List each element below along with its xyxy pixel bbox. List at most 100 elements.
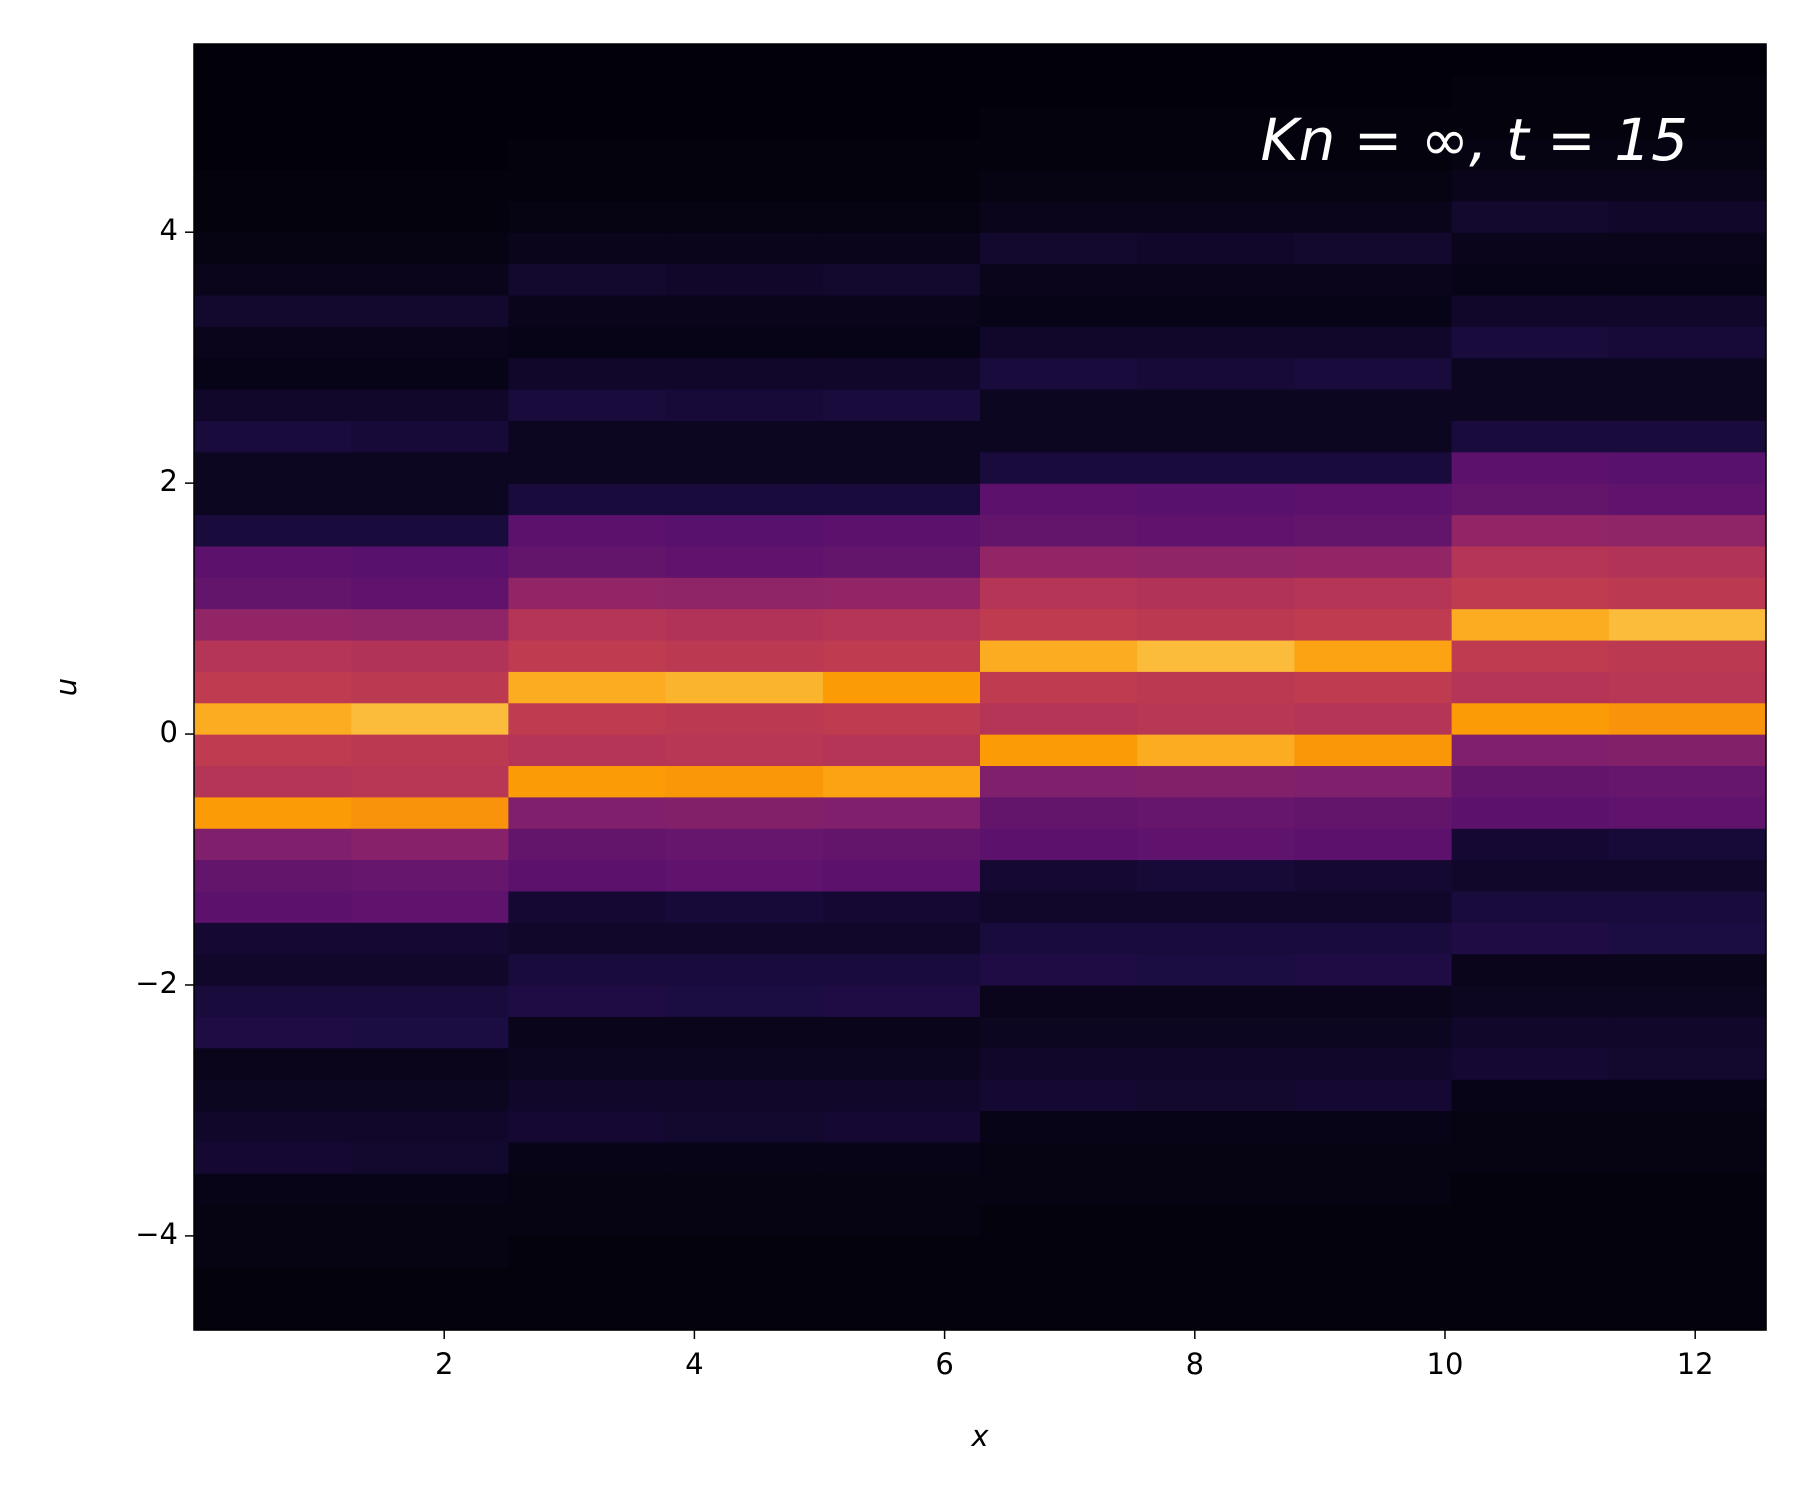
heatmap-cell (822, 702, 981, 735)
heatmap-cell (1137, 1298, 1295, 1331)
heatmap-cell (194, 200, 352, 233)
heatmap-cell (1451, 984, 1610, 1017)
heatmap-cell (1137, 106, 1295, 139)
x-tick-label: 8 (1186, 1347, 1204, 1381)
heatmap-cell (822, 357, 981, 390)
heatmap-cell (351, 326, 509, 359)
heatmap-cell (1608, 200, 1767, 233)
heatmap-cell (1294, 608, 1453, 641)
heatmap-cell (980, 1267, 1138, 1300)
heatmap-cell (1451, 294, 1610, 327)
heatmap-cell (1608, 577, 1767, 610)
heatmap-cell (194, 671, 352, 704)
heatmap-cell (980, 75, 1138, 108)
heatmap-cell (980, 1204, 1138, 1237)
heatmap-cell (1451, 483, 1610, 516)
heatmap-cell (980, 1173, 1138, 1206)
heatmap-cell (194, 420, 352, 453)
heatmap-cell (665, 263, 824, 296)
heatmap-cell (508, 765, 667, 798)
y-tick-label: 2 (160, 464, 178, 498)
heatmap-cell (1608, 734, 1767, 767)
heatmap-cell (1294, 389, 1453, 421)
heatmap-cell (1137, 545, 1295, 578)
heatmap-cell (1294, 1141, 1453, 1174)
heatmap-cell (822, 984, 981, 1017)
heatmap-cell (1451, 106, 1610, 139)
heatmap-cell (822, 953, 981, 986)
heatmap-cell (1137, 1079, 1295, 1112)
heatmap-cell (1294, 953, 1453, 986)
heatmap-cell (351, 639, 509, 672)
heatmap-cell (822, 1173, 981, 1206)
heatmap-cell (980, 922, 1138, 955)
heatmap-cell (1608, 1016, 1767, 1049)
heatmap-cell (980, 608, 1138, 641)
heatmap-cell (822, 1016, 981, 1049)
heatmap-cell (1137, 200, 1295, 233)
heatmap-cell (1451, 545, 1610, 578)
heatmap-cell (665, 1173, 824, 1206)
heatmap-cell (1451, 828, 1610, 861)
heatmap-cell (822, 765, 981, 798)
heatmap-cell (351, 420, 509, 453)
heatmap-cell (822, 232, 981, 265)
x-tick-label: 2 (435, 1347, 453, 1381)
heatmap-cell (822, 1141, 981, 1174)
heatmap-cell (665, 890, 824, 923)
heatmap-cell (1294, 1298, 1453, 1331)
heatmap-cell (1451, 1016, 1610, 1049)
heatmap-cell (822, 1235, 981, 1268)
heatmap-cell (351, 389, 509, 421)
heatmap-cell (665, 639, 824, 672)
heatmap-cell (980, 796, 1138, 829)
heatmap-cell (1608, 828, 1767, 861)
heatmap-cell (980, 200, 1138, 233)
heatmap-cell (1608, 75, 1767, 108)
heatmap-cell (1451, 357, 1610, 390)
heatmap-cell (822, 796, 981, 829)
heatmap-cell (1294, 890, 1453, 923)
heatmap-cell (980, 514, 1138, 547)
heatmap-cell (351, 1110, 509, 1143)
heatmap-cell (822, 608, 981, 641)
heatmap-cell (351, 922, 509, 955)
heatmap-cell (822, 1047, 981, 1080)
heatmap-cell (822, 389, 981, 421)
heatmap-cell (980, 1047, 1138, 1080)
heatmap-cell (1137, 796, 1295, 829)
heatmap-cell (665, 420, 824, 453)
heatmap-cell (351, 608, 509, 641)
heatmap-cell (1451, 451, 1610, 484)
heatmap-cell (1608, 1173, 1767, 1206)
heatmap-cell (1608, 1267, 1767, 1300)
heatmap-cell (1451, 389, 1610, 421)
heatmap-cell (1294, 106, 1453, 139)
heatmap-cell (980, 1298, 1138, 1331)
heatmap-cell (1294, 451, 1453, 484)
heatmap-cell (194, 608, 352, 641)
heatmap-cell (980, 734, 1138, 767)
heatmap-cell (822, 545, 981, 578)
heatmap-cell (1137, 75, 1295, 108)
heatmap-cell (194, 922, 352, 955)
heatmap-cell (980, 451, 1138, 484)
heatmap-cell (822, 577, 981, 610)
heatmap-cell (665, 75, 824, 108)
heatmap-cell (980, 671, 1138, 704)
heatmap-cell (822, 138, 981, 171)
heatmap-cell (1294, 796, 1453, 829)
heatmap-cell (508, 922, 667, 955)
heatmap-cell (665, 734, 824, 767)
heatmap-cell (508, 859, 667, 892)
heatmap-cell (822, 294, 981, 327)
heatmap-cell (508, 1267, 667, 1300)
heatmap-cell (1608, 702, 1767, 735)
heatmap-cell (194, 1298, 352, 1331)
heatmap-cell (1137, 451, 1295, 484)
heatmap-cell (508, 514, 667, 547)
heatmap-cell (194, 294, 352, 327)
heatmap-cell (194, 859, 352, 892)
heatmap-cell (1608, 420, 1767, 453)
heatmap-cell (508, 1141, 667, 1174)
